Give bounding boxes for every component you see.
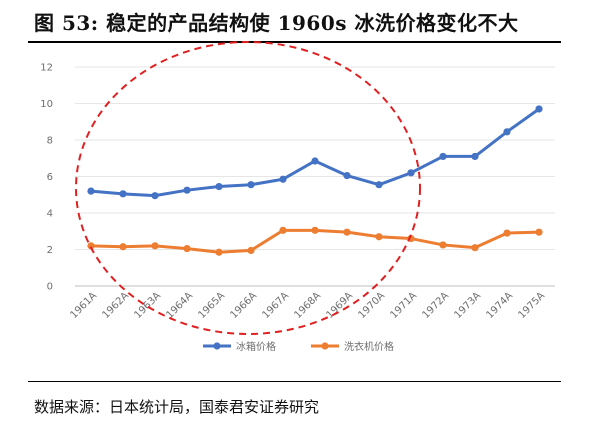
x-tick-label: 1974A: [485, 290, 516, 321]
data-point: [279, 175, 287, 183]
x-tick-label: 1971A: [389, 290, 420, 321]
x-tick-label: 1969A: [325, 290, 356, 321]
y-tick-label: 4: [47, 209, 53, 220]
x-tick-label: 1962A: [101, 290, 132, 321]
data-point: [183, 186, 191, 194]
data-point: [119, 190, 127, 198]
series-group: [87, 105, 543, 256]
legend-label: 冰箱价格: [236, 340, 276, 353]
x-tick-label: 1972A: [421, 290, 452, 321]
data-point: [215, 248, 223, 256]
x-tick-label: 1964A: [165, 290, 196, 321]
legend-swatch-marker: [321, 342, 329, 350]
figure-title: 图 53: 稳定的产品结构使 1960s 冰洗价格变化不大: [34, 11, 519, 35]
data-point: [247, 181, 255, 189]
source-note: 数据来源：日本统计局，国泰君安证券研究: [34, 398, 320, 416]
annotation-group: [75, 41, 421, 335]
x-tick-label: 1963A: [133, 290, 164, 321]
y-tick-label: 12: [40, 63, 53, 74]
y-tick-label: 2: [47, 245, 53, 256]
data-point: [407, 169, 415, 177]
data-point: [151, 192, 159, 200]
title-rule: [28, 41, 561, 43]
x-tick-label: 1970A: [357, 290, 388, 321]
x-axis-ticks: 1961A 1962A 1963A 1964A 1965A 1966A 1967A 1968A…: [69, 290, 548, 321]
data-point: [247, 246, 255, 255]
data-point: [471, 244, 479, 252]
x-tick-label: 1973A: [453, 290, 484, 321]
data-point: [375, 181, 383, 189]
data-point: [375, 233, 383, 241]
data-point: [439, 152, 447, 161]
x-tick-label: 1966A: [229, 290, 260, 321]
data-point: [535, 105, 543, 113]
x-tick-label: 1965A: [197, 290, 228, 321]
legend-label: 洗衣机价格: [344, 340, 394, 353]
dashed-ellipse-annotation: [75, 41, 421, 335]
legend: 冰箱价格 洗衣机价格: [203, 340, 394, 353]
data-point: [119, 243, 127, 251]
data-point: [535, 228, 543, 236]
data-point: [151, 242, 159, 250]
x-tick-label: 1968A: [293, 290, 324, 321]
y-tick-label: 6: [47, 172, 53, 183]
data-point: [87, 242, 95, 250]
gridlines: [75, 66, 555, 287]
data-point: [311, 157, 319, 165]
x-tick-label: 1967A: [261, 290, 292, 321]
data-point: [279, 226, 287, 234]
series-line-1: [89, 107, 541, 198]
data-point: [503, 128, 511, 136]
data-point: [183, 244, 191, 253]
y-tick-label: 10: [40, 99, 53, 110]
source-rule: [28, 381, 561, 382]
data-point: [503, 229, 511, 237]
y-tick-label: 8: [47, 136, 53, 147]
x-tick-label: 1975A: [517, 290, 548, 321]
data-point: [471, 152, 479, 161]
data-point: [215, 182, 223, 191]
y-axis-ticks: 0 2 4 6 8 10 12: [40, 63, 53, 293]
x-tick-label: 1961A: [69, 290, 100, 321]
data-point: [343, 228, 351, 236]
data-point: [87, 187, 95, 195]
legend-swatch-marker: [213, 342, 221, 350]
data-point: [311, 226, 319, 234]
y-tick-label: 0: [47, 282, 53, 293]
data-point: [343, 171, 351, 180]
data-point: [439, 241, 447, 249]
